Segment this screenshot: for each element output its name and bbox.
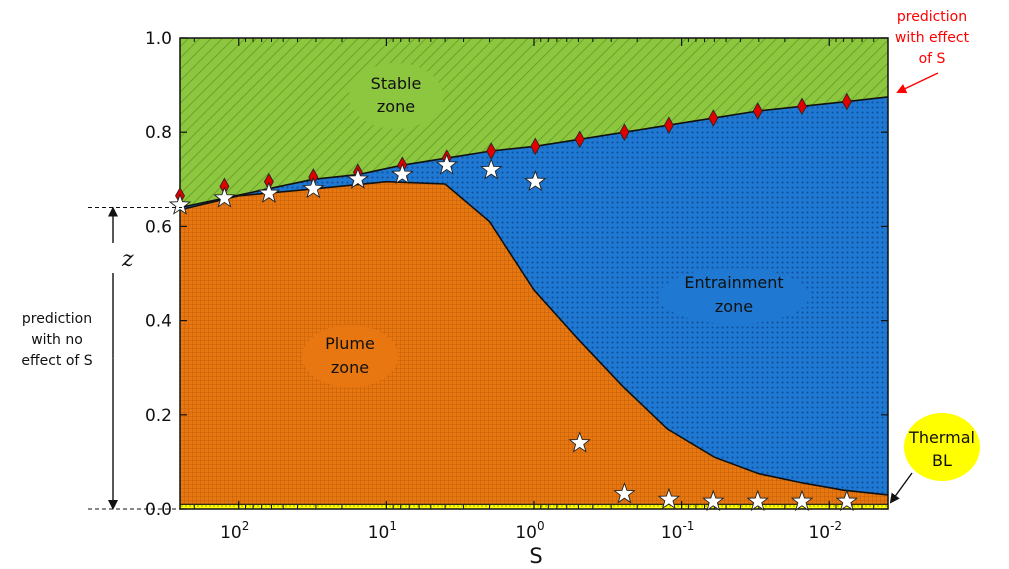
x-tick-label: 102 <box>220 519 249 543</box>
plume-zone-label-bg <box>302 325 398 387</box>
star-marker <box>391 162 414 185</box>
diamond-marker <box>752 102 763 120</box>
entrainment-zone-label-line1: Entrainment <box>684 273 783 292</box>
entrainment-zone-label-line2: zone <box>715 297 753 316</box>
star-marker <box>346 167 370 189</box>
no-effect-annotation-line1: prediction <box>22 311 92 327</box>
x-tick-base: 10 <box>220 523 242 543</box>
star-marker <box>524 169 547 192</box>
effect-annotation-line3: of S <box>919 51 946 67</box>
effect-arrow <box>896 72 939 94</box>
diamond-marker <box>663 116 674 134</box>
stable-zone-label-line1: Stable <box>371 74 422 93</box>
star-marker <box>213 186 236 208</box>
x-tick-base: 10 <box>808 523 830 543</box>
z-label: z <box>121 247 134 272</box>
star-marker <box>657 487 681 510</box>
x-axis: 102 101 100 10-1 10-2 <box>193 38 889 543</box>
diamond-marker <box>619 123 630 142</box>
star-marker <box>168 193 192 215</box>
stable-zone-label-bg <box>349 63 443 129</box>
no-effect-annotation-line3: effect of S <box>21 353 92 369</box>
y-tick-label: 0.4 <box>145 312 172 332</box>
x-tick-exponent: -1 <box>682 519 694 533</box>
entrainment-zone-label-bg <box>659 268 809 324</box>
x-tick-label: 10-1 <box>661 519 695 543</box>
z-label-bg <box>104 243 124 273</box>
plume-zone-area <box>180 181 888 509</box>
star-marker <box>479 158 503 180</box>
star-marker <box>702 489 725 512</box>
thermal-bl-arrow <box>889 472 913 504</box>
x-axis-label: S <box>529 544 542 568</box>
y-axis: 0.0 0.2 0.4 0.6 0.8 1.0 <box>145 29 888 520</box>
marker-layer <box>168 92 859 512</box>
diamond-marker <box>841 92 852 111</box>
star-marker <box>790 489 814 512</box>
diamond-marker <box>708 109 719 127</box>
x-tick-label: 100 <box>515 519 544 543</box>
y-tick-label: 1.0 <box>145 29 172 49</box>
star-marker <box>257 181 281 203</box>
x-tick-base: 10 <box>661 523 683 543</box>
no-effect-annotation-line2: with no <box>31 332 83 348</box>
plume-boundary-line <box>180 180 888 496</box>
x-tick-exponent: 0 <box>537 519 545 533</box>
plume-zone-label-line2: zone <box>331 358 369 377</box>
no-effect-label-bg <box>8 304 112 372</box>
star-marker <box>302 176 325 199</box>
y-tick-label: 0.8 <box>145 123 172 143</box>
x-tick-exponent: 1 <box>389 519 397 533</box>
plume-zone-label-line1: Plume <box>325 334 375 353</box>
x-tick-base: 10 <box>368 523 390 543</box>
thermal-bl-label-bg <box>904 413 980 481</box>
diamond-marker <box>574 130 585 149</box>
star-marker <box>435 153 458 175</box>
effect-annotation-line2: with effect <box>895 30 970 46</box>
y-tick-label: 0.0 <box>145 500 172 520</box>
x-tick-exponent: 2 <box>242 519 250 533</box>
x-tick-label: 10-2 <box>808 519 842 543</box>
star-marker <box>613 482 636 504</box>
diamond-marker <box>530 137 541 156</box>
star-marker <box>835 489 859 512</box>
x-tick-label: 101 <box>368 519 397 543</box>
stable-zone-label-line2: zone <box>377 97 415 116</box>
y-tick-label: 0.6 <box>145 217 172 237</box>
diamond-marker <box>797 97 807 116</box>
effect-annotation-line1: prediction <box>897 9 967 25</box>
thermal-bl-label-line1: Thermal <box>908 428 975 447</box>
y-tick-label: 0.2 <box>145 406 172 426</box>
star-marker <box>746 489 769 512</box>
x-tick-base: 10 <box>515 523 537 543</box>
thermal-bl-label-line2: BL <box>932 451 952 470</box>
star-marker <box>568 431 591 453</box>
x-tick-exponent: -2 <box>830 519 842 533</box>
